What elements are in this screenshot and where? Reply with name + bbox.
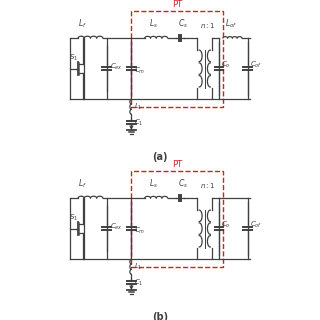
Text: $n{:}1$: $n{:}1$ — [200, 181, 215, 190]
Bar — [132, 12, 223, 107]
Text: $C_m$: $C_m$ — [134, 225, 146, 236]
Text: (a): (a) — [152, 152, 168, 162]
Text: $L_f$: $L_f$ — [78, 178, 87, 190]
Text: $C_{ex}$: $C_{ex}$ — [109, 61, 122, 72]
Text: $L_1$: $L_1$ — [134, 101, 142, 112]
Text: $C_1$: $C_1$ — [134, 118, 143, 128]
Text: $C_{ex}$: $C_{ex}$ — [109, 221, 122, 232]
Text: $C_{of}$: $C_{of}$ — [250, 220, 262, 230]
Text: $C_s$: $C_s$ — [178, 18, 188, 30]
Text: PT: PT — [172, 0, 182, 9]
Bar — [132, 172, 223, 267]
Text: $C_o$: $C_o$ — [221, 220, 231, 230]
Text: $C_1$: $C_1$ — [134, 278, 143, 288]
Text: $C_o$: $C_o$ — [221, 60, 231, 70]
Text: $L_{of}$: $L_{of}$ — [225, 18, 237, 30]
Text: (b): (b) — [152, 312, 168, 320]
Text: PT: PT — [172, 160, 182, 169]
Text: $L_s$: $L_s$ — [148, 178, 157, 190]
Text: $S_1$: $S_1$ — [68, 53, 78, 63]
Text: $L_s$: $L_s$ — [148, 18, 157, 30]
Text: $C_m$: $C_m$ — [134, 65, 146, 76]
Text: $S_1$: $S_1$ — [68, 213, 78, 223]
Text: $C_{of}$: $C_{of}$ — [250, 60, 262, 70]
Text: $n{:}1$: $n{:}1$ — [200, 21, 215, 30]
Text: $C_s$: $C_s$ — [178, 178, 188, 190]
Text: $L_1$: $L_1$ — [134, 261, 142, 272]
Text: $L_f$: $L_f$ — [78, 18, 87, 30]
